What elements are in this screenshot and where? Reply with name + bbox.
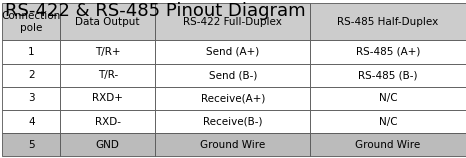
Bar (310, 64, 466, 87)
Bar (2, 133, 60, 156)
Bar (2, 87, 60, 110)
Bar (60, 64, 155, 87)
Bar (310, 110, 466, 133)
Text: N/C: N/C (379, 93, 397, 103)
Text: Ground Wire: Ground Wire (200, 140, 266, 150)
Text: RS-422 Full-Duplex: RS-422 Full-Duplex (183, 17, 282, 27)
Text: 3: 3 (28, 93, 34, 103)
Text: RS-485 (B-): RS-485 (B-) (358, 70, 418, 80)
Bar (60, 40, 155, 64)
Text: 5: 5 (28, 140, 34, 150)
Bar (155, 40, 310, 64)
Bar (2, 110, 60, 133)
Text: GND: GND (96, 140, 120, 150)
Text: Send (B-): Send (B-) (209, 70, 257, 80)
Text: RS-422 & RS-485 Pinout Diagram: RS-422 & RS-485 Pinout Diagram (5, 2, 305, 20)
Text: Connection
pole: Connection pole (2, 11, 61, 33)
Text: Ground Wire: Ground Wire (355, 140, 421, 150)
Text: RS-485 (A+): RS-485 (A+) (356, 47, 420, 57)
Text: 4: 4 (28, 117, 34, 127)
Bar (2, 40, 60, 64)
Text: Receive(B-): Receive(B-) (203, 117, 262, 127)
Text: Send (A+): Send (A+) (206, 47, 260, 57)
Bar (155, 87, 310, 110)
Text: 2: 2 (28, 70, 34, 80)
Bar (310, 3, 466, 40)
Bar (60, 87, 155, 110)
Bar (310, 133, 466, 156)
Text: N/C: N/C (379, 117, 397, 127)
Bar (60, 133, 155, 156)
Text: T/R+: T/R+ (95, 47, 120, 57)
Text: 1: 1 (28, 47, 34, 57)
Bar (2, 3, 60, 40)
Bar (155, 3, 310, 40)
Bar (155, 110, 310, 133)
Bar (60, 3, 155, 40)
Bar (310, 40, 466, 64)
Bar (60, 110, 155, 133)
Bar (155, 133, 310, 156)
Text: RXD+: RXD+ (92, 93, 123, 103)
Bar (155, 64, 310, 87)
Bar (2, 64, 60, 87)
Text: Data Output: Data Output (75, 17, 140, 27)
Text: T/R-: T/R- (97, 70, 118, 80)
Text: RS-485 Half-Duplex: RS-485 Half-Duplex (337, 17, 439, 27)
Bar (310, 87, 466, 110)
Text: Receive(A+): Receive(A+) (200, 93, 265, 103)
Text: RXD-: RXD- (95, 117, 121, 127)
